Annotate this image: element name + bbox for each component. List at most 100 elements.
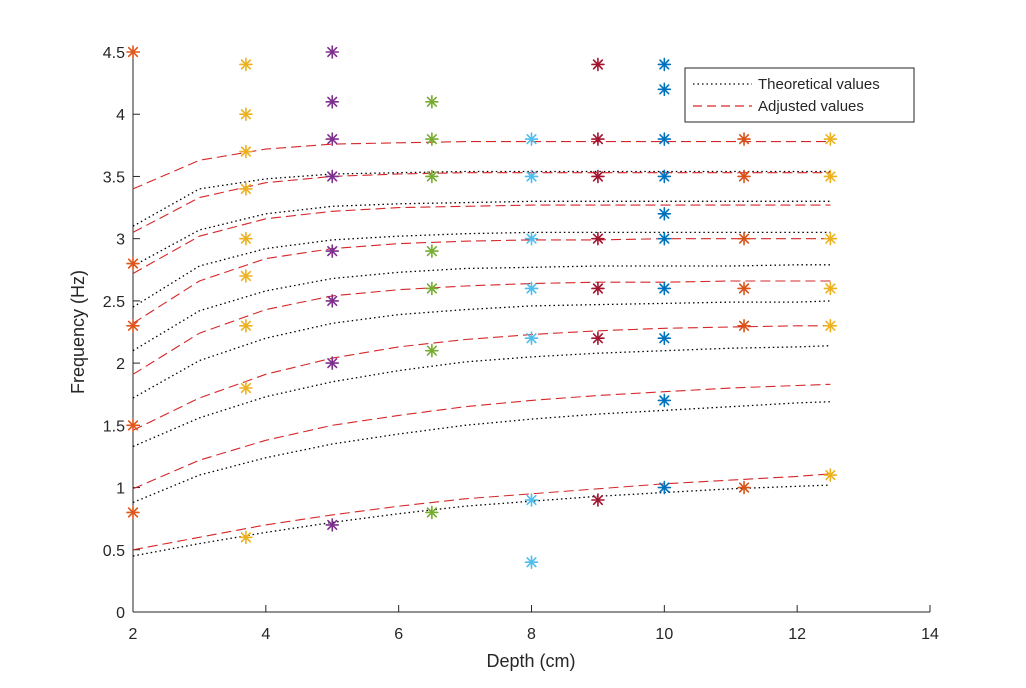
theoretical-curve xyxy=(132,170,831,227)
data-point xyxy=(657,169,672,184)
data-point xyxy=(737,318,751,333)
data-point xyxy=(126,45,140,59)
y-tick-label: 0.5 xyxy=(103,543,125,560)
data-point xyxy=(325,94,340,109)
data-point xyxy=(823,231,838,246)
data-point xyxy=(239,381,253,395)
data-point xyxy=(737,480,751,495)
data-point xyxy=(325,518,340,532)
data-point xyxy=(823,318,838,333)
data-point xyxy=(657,331,672,346)
theoretical-curve xyxy=(132,345,831,448)
y-tick-label: 1.5 xyxy=(103,418,125,435)
x-axis-label: Depth (cm) xyxy=(486,651,575,671)
legend-label-adjusted: Adjusted values xyxy=(758,98,864,115)
adjusted-curve xyxy=(132,280,831,375)
data-point xyxy=(823,281,838,296)
data-point xyxy=(239,107,253,122)
data-point xyxy=(425,132,439,146)
x-tick-label: 14 xyxy=(921,626,939,643)
y-tick-label: 2 xyxy=(116,356,125,373)
data-point xyxy=(737,231,751,246)
adjusted-curve xyxy=(132,204,831,274)
data-point xyxy=(239,318,253,333)
y-tick-label: 4 xyxy=(116,107,125,124)
data-point xyxy=(524,281,539,296)
data-point xyxy=(425,94,439,109)
data-point xyxy=(425,281,439,296)
data-point xyxy=(325,356,340,370)
adjusted-curve xyxy=(132,238,831,324)
adjusted-curve xyxy=(132,473,831,551)
y-tick-label: 3.5 xyxy=(103,169,125,186)
data-point xyxy=(425,169,439,184)
legend-box xyxy=(684,67,915,123)
data-point xyxy=(591,57,605,72)
data-point xyxy=(524,169,539,184)
data-point xyxy=(425,244,439,258)
data-point xyxy=(591,281,605,296)
data-point xyxy=(239,57,253,72)
data-point xyxy=(524,331,539,346)
data-point xyxy=(126,418,140,433)
x-tick-label: 12 xyxy=(788,626,806,643)
data-point xyxy=(823,169,838,184)
x-tick-label: 2 xyxy=(129,626,138,643)
data-point xyxy=(325,132,340,146)
data-point xyxy=(239,231,253,246)
y-tick-label: 1 xyxy=(116,481,125,498)
data-point xyxy=(657,82,672,97)
data-point xyxy=(239,144,253,159)
y-tick-label: 0 xyxy=(116,605,125,622)
x-tick-label: 10 xyxy=(655,626,673,643)
data-point xyxy=(737,281,751,296)
data-point xyxy=(524,231,539,246)
data-point xyxy=(591,132,605,146)
x-tick-label: 4 xyxy=(261,626,270,643)
data-point xyxy=(737,132,751,146)
adjusted-curve xyxy=(132,141,831,190)
x-tick-label: 6 xyxy=(394,626,403,643)
legend-label-theoretical: Theoretical values xyxy=(758,76,880,93)
adjusted-curve xyxy=(132,325,831,431)
theoretical-curve xyxy=(132,231,831,308)
data-point xyxy=(591,169,605,184)
legend: Theoretical values Adjusted values xyxy=(684,67,915,123)
data-point xyxy=(657,206,672,221)
data-point xyxy=(591,331,605,346)
theoretical-curve xyxy=(132,484,831,557)
adjusted-curve xyxy=(132,383,831,490)
data-point xyxy=(325,45,340,59)
data-point xyxy=(591,231,605,246)
data-point xyxy=(239,269,253,283)
data-point xyxy=(126,505,140,520)
data-point xyxy=(657,480,672,495)
data-point xyxy=(524,132,539,146)
data-point xyxy=(425,343,439,358)
data-point xyxy=(126,318,140,333)
adjusted-curve xyxy=(132,172,831,233)
data-point xyxy=(325,169,340,184)
data-point xyxy=(325,244,340,258)
data-point xyxy=(425,505,439,520)
data-point xyxy=(591,493,605,507)
theoretical-curve xyxy=(132,300,831,399)
data-point xyxy=(823,132,838,146)
data-point xyxy=(325,294,340,308)
data-point xyxy=(239,530,253,545)
data-point xyxy=(737,169,751,184)
data-point xyxy=(657,231,672,246)
y-tick-label: 4.5 xyxy=(103,45,125,62)
data-point xyxy=(657,281,672,296)
y-axis-label: Frequency (Hz) xyxy=(68,270,88,394)
data-point xyxy=(524,555,539,570)
data-point xyxy=(126,256,140,271)
data-point xyxy=(657,132,672,146)
data-point xyxy=(524,493,539,507)
data-point xyxy=(239,182,253,196)
x-tick-label: 8 xyxy=(527,626,536,643)
data-point xyxy=(657,57,672,72)
theoretical-curve xyxy=(132,401,831,504)
plot-area: 2 4 6 8 10 12 14 0 0.5 1 1.5 2 2.5 3 3.5 4 4.5 xyxy=(103,45,939,643)
